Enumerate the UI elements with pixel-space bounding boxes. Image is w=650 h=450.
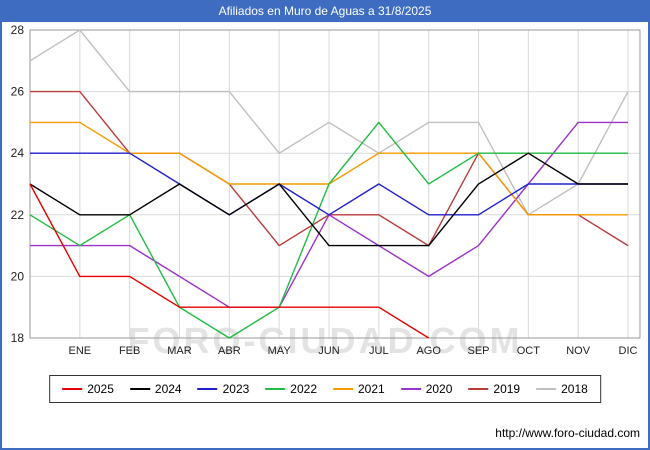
legend-label: 2019: [493, 382, 521, 396]
y-tick-label: 20: [11, 269, 25, 283]
legend-item-2023: 2023: [197, 382, 250, 396]
legend-label: 2021: [358, 382, 385, 396]
legend-item-2024: 2024: [129, 382, 182, 396]
x-tick-label: NOV: [566, 345, 591, 357]
x-tick-label: JUL: [369, 345, 389, 357]
x-tick-label: ABR: [218, 345, 241, 357]
legend-item-2020: 2020: [400, 382, 453, 396]
x-tick-label: FEB: [119, 345, 140, 357]
x-tick-label: MAR: [167, 345, 192, 357]
y-tick-label: 22: [11, 208, 25, 222]
legend-label: 2022: [290, 382, 317, 396]
legend: 2025 2024 2023 2022 2021 2020 2019 2018: [49, 375, 601, 403]
series-line-2023: [30, 152, 628, 216]
legend-item-2018: 2018: [536, 382, 588, 396]
x-tick-label: MAY: [268, 345, 292, 357]
x-tick-label: SEP: [467, 345, 489, 357]
legend-label: 2023: [222, 382, 250, 396]
y-tick-label: 18: [11, 331, 25, 345]
legend-label: 2025: [87, 382, 114, 396]
legend-item-2021: 2021: [333, 382, 385, 396]
chart-title-bar: Afiliados en Muro de Aguas a 31/8/2025: [0, 0, 650, 22]
legend-swatch-2018: [536, 388, 557, 390]
x-tick-label: AGO: [416, 345, 441, 357]
legend-item-2019: 2019: [468, 382, 520, 396]
legend-label: 2018: [561, 382, 588, 396]
legend-label: 2020: [425, 382, 453, 396]
y-tick-label: 26: [11, 85, 25, 99]
legend-item-2022: 2022: [265, 382, 317, 396]
legend-label: 2024: [154, 382, 182, 396]
legend-swatch-2021: [333, 388, 353, 390]
legend-swatch-2022: [265, 388, 286, 390]
legend-item-2025: 2025: [62, 382, 114, 396]
legend-swatch-2019: [468, 388, 489, 390]
legend-swatch-2023: [197, 388, 218, 390]
footer-url[interactable]: http://www.foro-ciudad.com: [495, 426, 640, 440]
x-tick-label: ENE: [69, 345, 92, 357]
x-tick-label: DIC: [619, 345, 638, 357]
x-tick-label: OCT: [517, 345, 541, 357]
legend-swatch-2025: [62, 388, 83, 390]
chart-title: Afiliados en Muro de Aguas a 31/8/2025: [218, 4, 432, 18]
y-tick-label: 24: [11, 146, 25, 160]
y-tick-label: 28: [11, 23, 25, 37]
legend-swatch-2024: [129, 388, 150, 390]
x-tick-label: JUN: [318, 345, 339, 357]
series-line-2024: [29, 152, 628, 247]
legend-swatch-2020: [400, 388, 421, 390]
line-chart: 18 20 22 24 26 28 ENE FEB MAR ABR MAY JUN JUL AGO SEP O…: [11, 23, 641, 357]
series-line-2025: [29, 183, 430, 339]
